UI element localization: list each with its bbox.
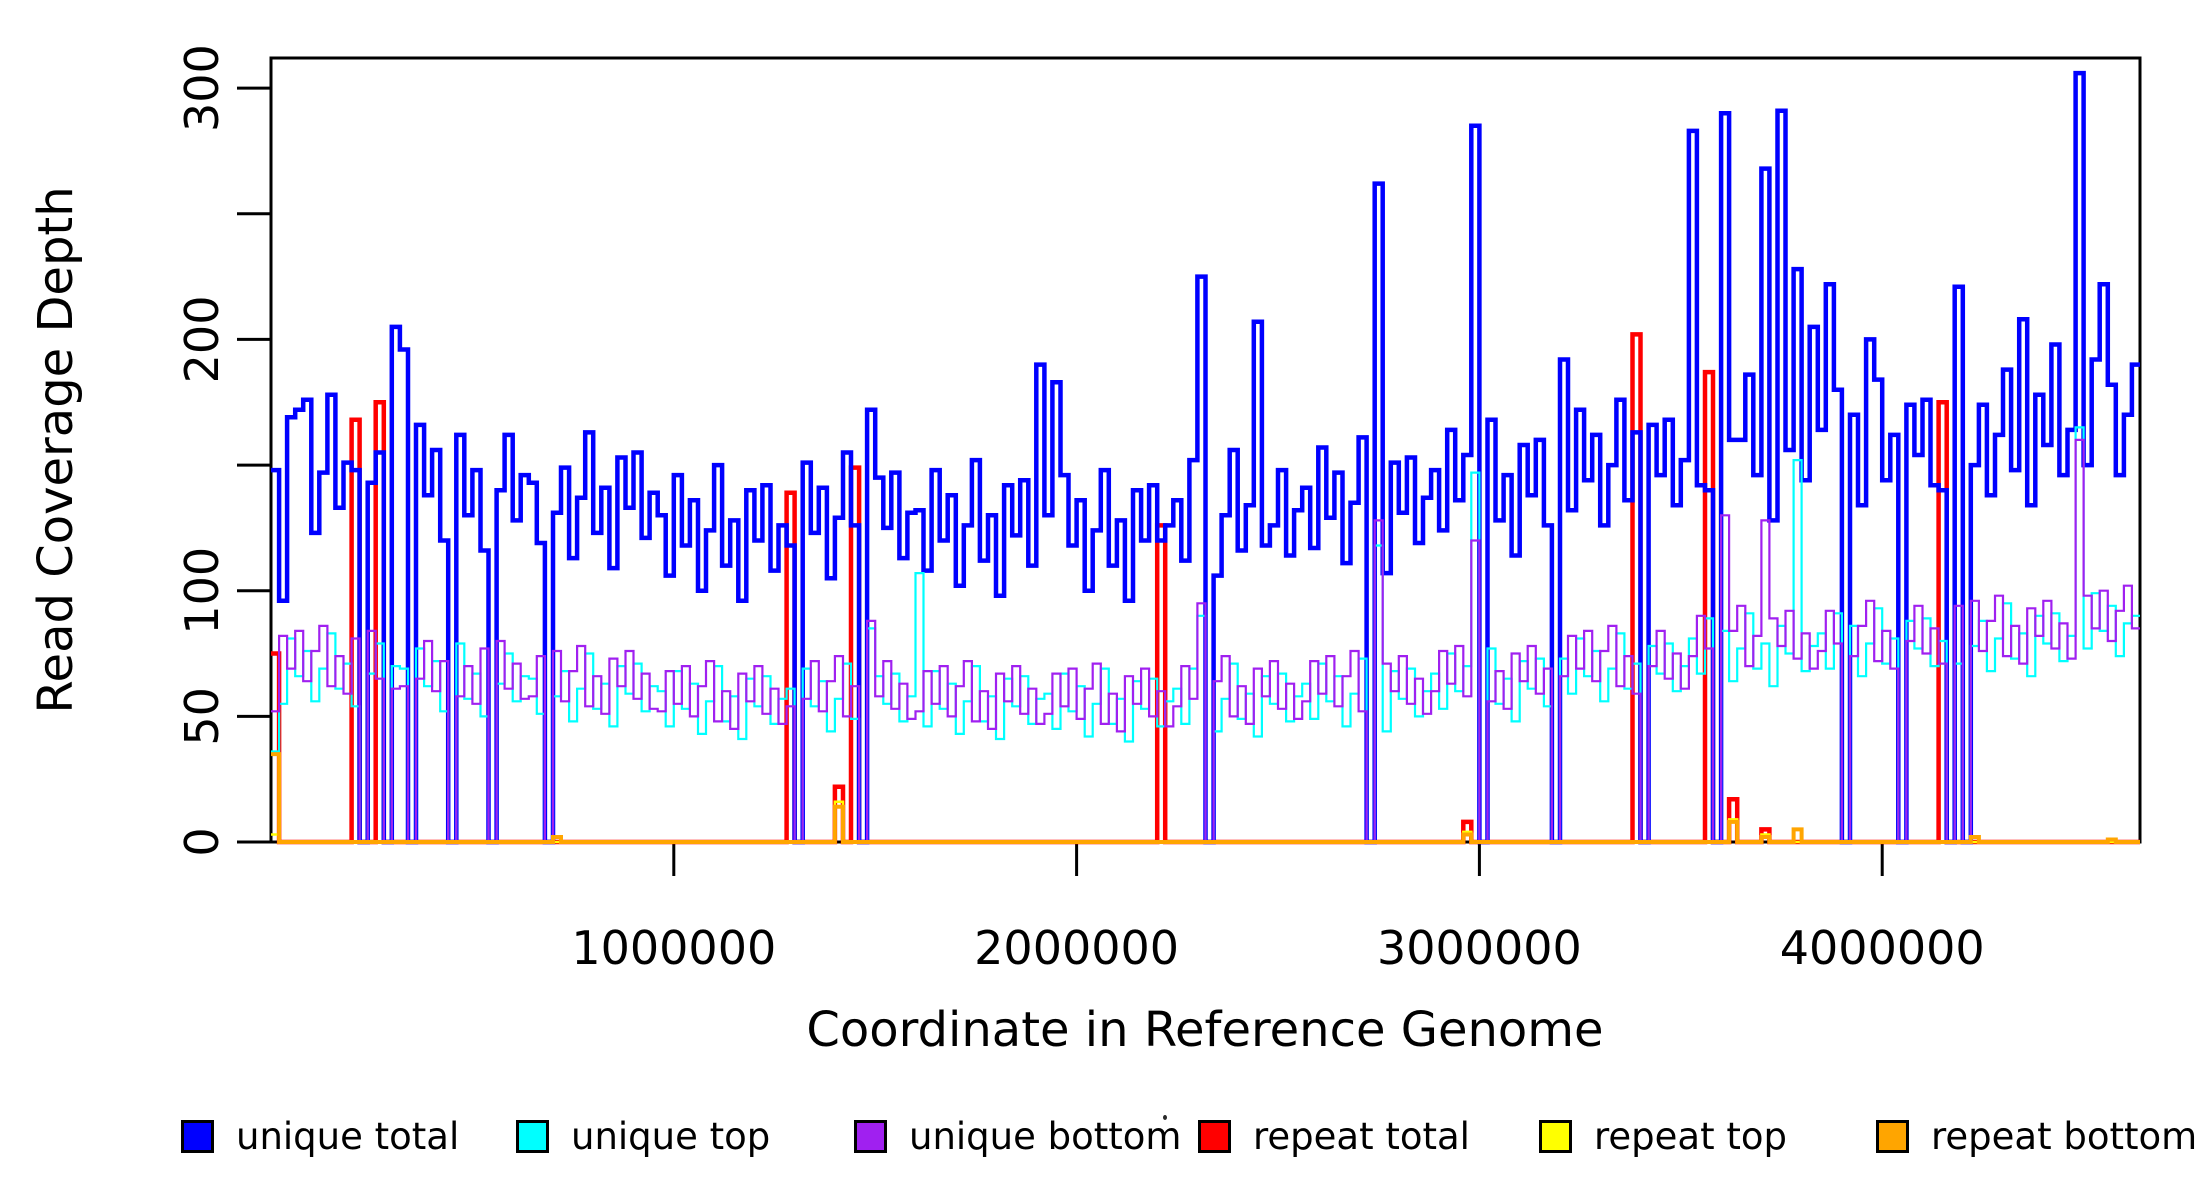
series-path-unique-bottom	[271, 438, 2140, 844]
repeat-total-swatch-icon	[1198, 1119, 1231, 1153]
legend-label: repeat total	[1253, 1114, 1470, 1158]
x-tick-label: 3000000	[1377, 921, 1582, 975]
legend-label: unique bottom	[909, 1114, 1182, 1158]
x-tick-label: 1000000	[571, 921, 776, 975]
stray-dot-artifact	[1163, 1115, 1167, 1120]
unique-top-swatch-icon	[516, 1119, 549, 1153]
legend-label: repeat top	[1594, 1114, 1787, 1158]
x-tick-label: 4000000	[1780, 921, 1985, 975]
legend-item-unique-total: unique total	[181, 1108, 459, 1164]
axes-layer: 0 50 100 200 300 1000000 2000000 3000000 4000000	[175, 44, 2142, 975]
y-tick-label: 100	[175, 547, 229, 635]
y-tick-label: 300	[175, 44, 229, 132]
y-tick-label: 0	[175, 827, 229, 856]
legend-label: repeat bottom	[1931, 1114, 2198, 1158]
legend-item-repeat-top: repeat top	[1539, 1108, 1787, 1164]
x-tick-label: 2000000	[974, 921, 1179, 975]
unique-bottom-swatch-icon	[854, 1119, 887, 1153]
x-axis-title: Coordinate in Reference Genome	[806, 1002, 1603, 1058]
legend-item-unique-top: unique top	[516, 1108, 770, 1164]
y-axis-title: Read Coverage Depth	[28, 186, 84, 713]
chart-legend: unique total unique top unique bottom re…	[0, 1108, 2200, 1164]
series-layer	[271, 70, 2140, 845]
series-path-unique-total	[271, 70, 2140, 845]
legend-item-repeat-total: repeat total	[1198, 1108, 1470, 1164]
series-path-repeat-bottom	[271, 752, 2140, 844]
y-tick-label: 200	[175, 296, 229, 384]
y-tick-label: 50	[175, 687, 229, 746]
repeat-top-swatch-icon	[1539, 1119, 1572, 1153]
legend-label: unique top	[571, 1114, 771, 1158]
unique-total-swatch-icon	[181, 1119, 214, 1153]
repeat-bottom-swatch-icon	[1876, 1119, 1909, 1153]
legend-item-unique-bottom: unique bottom	[854, 1108, 1181, 1164]
legend-label: unique total	[236, 1114, 460, 1158]
legend-item-repeat-bottom: repeat bottom	[1876, 1108, 2197, 1164]
